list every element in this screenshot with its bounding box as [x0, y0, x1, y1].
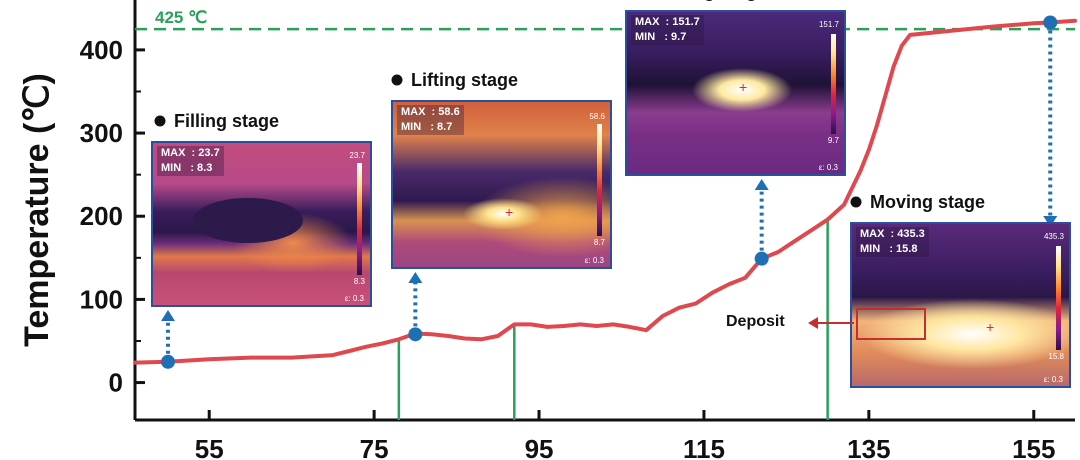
min-readout: MIN : 15.8 [860, 243, 918, 255]
stage-label: Holding stage [648, 0, 767, 1]
scale-min-label: 8.7 [593, 238, 605, 247]
hotspot-cursor: + [739, 79, 748, 95]
thermal-inset-filling: MAX : 23.7 MIN : 8.3 23.7 8.3 ε: 0.3 [151, 141, 372, 307]
stage-labels: Filling stage Lifting stage Holding stage M… [154, 0, 985, 212]
connector-arrowhead [408, 272, 423, 283]
thermal-inset-moving: MAX : 435.3 MIN : 15.8 + 435.3 15.8 ε: 0… [850, 222, 1071, 388]
data-marker [1043, 15, 1058, 30]
series-layer [133, 18, 1077, 365]
max-readout: MAX : 23.7 [161, 147, 220, 159]
thermal-readout: MAX : 151.7 MIN : 9.7 [631, 15, 704, 45]
min-readout: MIN : 9.7 [635, 31, 687, 43]
data-marker [754, 251, 769, 266]
reference-line: 425 ℃ [135, 8, 1075, 31]
stage-label: Lifting stage [411, 70, 518, 90]
color-scale-bar [1056, 246, 1061, 350]
max-readout: MAX : 151.7 [635, 16, 700, 28]
y-tick-label: 0 [109, 368, 123, 398]
y-tick-label: 300 [80, 118, 123, 148]
stage-bullet [391, 74, 403, 86]
crucible-shape [193, 198, 303, 243]
x-tick-label: 155 [1012, 434, 1055, 460]
scale-max-label: 151.7 [818, 20, 839, 29]
scale-min-label: 9.7 [827, 136, 839, 145]
stage-label: Moving stage [870, 192, 985, 212]
x-tick-label: 55 [195, 434, 224, 460]
temperature-series-line [133, 18, 1077, 365]
reference-label: 425 ℃ [155, 8, 207, 27]
emissivity-label: ε: 0.3 [818, 163, 838, 172]
scale-max-label: 58.6 [589, 112, 605, 121]
stage-label: Filling stage [174, 111, 279, 131]
emissivity-label: ε: 0.3 [1043, 375, 1063, 384]
y-axis-label: Temperature (℃) [18, 73, 56, 347]
min-readout: MIN : 8.7 [401, 121, 453, 133]
deposit-box [856, 308, 926, 340]
x-tick-label: 115 [683, 434, 725, 460]
thermal-readout: MAX : 23.7 MIN : 8.3 [157, 146, 224, 176]
emissivity-label: ε: 0.3 [344, 294, 364, 303]
hotspot-cursor: + [986, 319, 995, 335]
y-tick-label: 400 [80, 35, 123, 65]
x-tick-label: 95 [525, 434, 554, 460]
stage-dividers [397, 219, 829, 420]
color-scale-bar [357, 163, 362, 275]
thermal-image [393, 102, 610, 267]
color-scale-bar [831, 34, 836, 134]
connector-arrowhead [160, 310, 175, 321]
min-readout: MIN : 8.3 [161, 162, 213, 174]
hotspot-cursor: + [505, 204, 514, 220]
scale-min-label: 8.3 [353, 277, 365, 286]
inset-connectors [160, 30, 1058, 354]
thermal-image [852, 224, 1069, 386]
scale-min-label: 15.8 [1048, 352, 1064, 361]
marker-layer [160, 15, 1058, 369]
thermal-readout: MAX : 435.3 MIN : 15.8 [856, 227, 929, 257]
y-tick-label: 100 [80, 284, 123, 314]
max-readout: MAX : 58.6 [401, 106, 460, 118]
deposit-label: Deposit [726, 313, 785, 330]
stage-bullet [154, 115, 166, 127]
connector-arrowhead [754, 179, 769, 190]
data-marker [408, 327, 423, 342]
thermal-image [627, 12, 844, 174]
x-tick-label: 75 [360, 434, 389, 460]
thermal-readout: MAX : 58.6 MIN : 8.7 [397, 105, 464, 135]
stage-bullet [850, 196, 862, 208]
thermal-inset-lifting: MAX : 58.6 MIN : 8.7 + 58.6 8.7 ε: 0.3 [391, 100, 612, 269]
data-marker [160, 354, 175, 369]
scale-max-label: 435.3 [1043, 232, 1064, 241]
max-readout: MAX : 435.3 [860, 228, 925, 240]
thermal-inset-holding: MAX : 151.7 MIN : 9.7 + 151.7 9.7 ε: 0.3 [625, 10, 846, 176]
deposit-arrow [808, 317, 854, 329]
color-scale-bar [597, 124, 602, 236]
plot-frame [133, 0, 1075, 422]
connector-arrowhead [1043, 216, 1058, 227]
scale-max-label: 23.7 [349, 151, 365, 160]
emissivity-label: ε: 0.3 [584, 256, 604, 265]
x-tick-label: 135 [847, 434, 890, 460]
axes-layer: 0 100 200 300 400 55 75 95 115 135 155 Temperature … [18, 35, 1055, 460]
y-tick-label: 200 [80, 201, 123, 231]
